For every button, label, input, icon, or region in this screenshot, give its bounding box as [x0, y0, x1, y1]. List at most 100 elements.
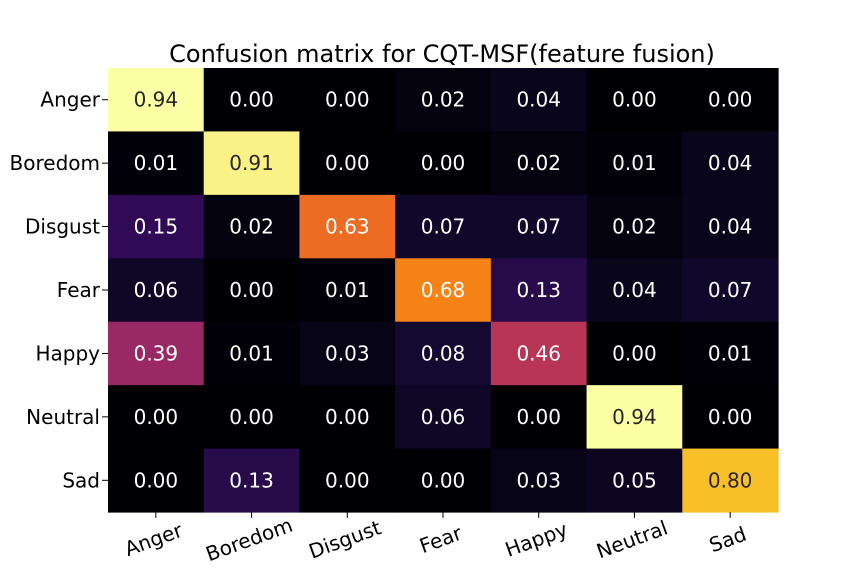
cell-value-label: 0.00 [229, 88, 274, 112]
heatmap-cell-boredom-disgust [299, 131, 396, 196]
heatmap-cell-neutral-neutral [586, 385, 683, 450]
cell-value-label: 0.15 [134, 215, 179, 239]
y-tick-label-fear: Fear [57, 278, 101, 302]
cell-value-label: 0.00 [708, 405, 753, 429]
cell-value-label: 0.94 [612, 405, 657, 429]
cell-value-label: 0.00 [229, 278, 274, 302]
cell-value-label: 0.00 [612, 88, 657, 112]
cell-value-label: 0.80 [708, 468, 753, 492]
heatmap-cell-fear-sad [682, 258, 779, 323]
cell-value-label: 0.00 [516, 405, 561, 429]
cell-value-label: 0.06 [421, 405, 466, 429]
heatmap-cell-boredom-sad [682, 131, 779, 196]
heatmap-cell-sad-boredom [203, 448, 301, 513]
heatmap-cell-disgust-sad [682, 194, 779, 259]
heatmap-cell-fear-anger [108, 258, 205, 323]
cell-value-label: 0.02 [612, 215, 657, 239]
chart-title: Confusion matrix for CQT-MSF(feature fus… [169, 40, 715, 68]
heatmap-cell-anger-fear [395, 68, 492, 133]
y-tick-label-disgust: Disgust [25, 215, 100, 239]
x-tick-label-boredom: Boredom [203, 513, 296, 566]
heatmap-cell-boredom-happy [490, 131, 588, 196]
heatmap-cell-happy-anger [108, 321, 205, 386]
cell-value-label: 0.91 [229, 151, 274, 175]
cell-value-label: 0.06 [134, 278, 179, 302]
heatmap-cell-disgust-disgust [299, 194, 396, 259]
heatmap-cell-boredom-fear [395, 131, 492, 196]
cell-value-label: 0.01 [134, 151, 179, 175]
heatmap-cell-happy-happy [490, 321, 588, 386]
heatmap-cell-happy-boredom [203, 321, 301, 386]
heatmap-cell-neutral-boredom [203, 385, 301, 450]
heatmap-cell-happy-disgust [299, 321, 396, 386]
cell-value-label: 0.13 [229, 468, 274, 492]
heatmap-cell-boredom-neutral [586, 131, 683, 196]
y-tick-label-boredom: Boredom [10, 151, 100, 175]
cell-value-label: 0.07 [516, 215, 561, 239]
heatmap-cell-anger-boredom [203, 68, 301, 133]
y-tick-label-neutral: Neutral [26, 405, 100, 429]
heatmap-cell-disgust-anger [108, 194, 205, 259]
y-tick-label-anger: Anger [40, 88, 100, 112]
y-tick-label-happy: Happy [35, 341, 100, 365]
x-axis: Anger Boredom Disgust Fear Happy Neutral Sad [121, 512, 750, 566]
cell-value-label: 0.02 [229, 215, 274, 239]
heatmap-cell-happy-sad [682, 321, 779, 386]
heatmap-grid: 0.94 0.00 0.00 0.02 0.04 0.00 0.00 0.01 0.91 0.00… [108, 68, 779, 513]
heatmap-cell-anger-sad [682, 68, 779, 133]
heatmap-cell-neutral-anger [108, 385, 205, 450]
heatmap-cell-anger-happy [490, 68, 588, 133]
cell-value-label: 0.94 [134, 88, 179, 112]
cell-value-label: 0.00 [421, 468, 466, 492]
cell-value-label: 0.00 [612, 341, 657, 365]
cell-value-label: 0.39 [134, 341, 179, 365]
cell-value-label: 0.02 [516, 151, 561, 175]
cell-value-label: 0.00 [229, 405, 274, 429]
cell-value-label: 0.05 [612, 468, 657, 492]
cell-value-label: 0.63 [325, 215, 370, 239]
cell-value-label: 0.00 [325, 88, 370, 112]
cell-value-label: 0.07 [708, 278, 753, 302]
cell-value-label: 0.04 [708, 151, 753, 175]
heatmap-cell-sad-sad [682, 448, 779, 513]
cell-value-label: 0.04 [612, 278, 657, 302]
cell-value-label: 0.00 [421, 151, 466, 175]
cell-value-label: 0.04 [708, 215, 753, 239]
cell-value-label: 0.08 [421, 341, 466, 365]
x-tick-label-fear: Fear [416, 520, 466, 558]
cell-value-label: 0.00 [708, 88, 753, 112]
cell-value-label: 0.00 [325, 468, 370, 492]
heatmap-cell-sad-neutral [586, 448, 683, 513]
x-tick-label-anger: Anger [121, 518, 186, 561]
heatmap-cell-sad-fear [395, 448, 492, 513]
y-axis: Anger Boredom Disgust Fear Happy Neutral Sad [10, 88, 108, 492]
cell-value-label: 0.03 [325, 341, 370, 365]
cell-value-label: 0.13 [516, 278, 561, 302]
cell-value-label: 0.02 [421, 88, 466, 112]
heatmap-cell-sad-disgust [299, 448, 396, 513]
heatmap-cell-neutral-happy [490, 385, 588, 450]
heatmap-cell-disgust-boredom [203, 194, 301, 259]
heatmap-cell-anger-anger [108, 68, 205, 133]
cell-value-label: 0.01 [708, 341, 753, 365]
cell-value-label: 0.00 [325, 151, 370, 175]
heatmap-cell-neutral-sad [682, 385, 779, 450]
cell-value-label: 0.00 [325, 405, 370, 429]
cell-value-label: 0.00 [134, 468, 179, 492]
heatmap-cell-happy-neutral [586, 321, 683, 386]
heatmap-cell-boredom-anger [108, 131, 205, 196]
heatmap-cell-fear-neutral [586, 258, 683, 323]
heatmap-cell-anger-disgust [299, 68, 396, 133]
heatmap-cell-neutral-disgust [299, 385, 396, 450]
cell-value-label: 0.01 [229, 341, 274, 365]
cell-value-label: 0.46 [516, 341, 561, 365]
heatmap-cell-disgust-happy [490, 194, 588, 259]
x-tick-label-happy: Happy [502, 517, 571, 562]
heatmap-cell-anger-neutral [586, 68, 683, 133]
heatmap-cell-disgust-neutral [586, 194, 683, 259]
x-tick-label-sad: Sad [706, 522, 750, 557]
heatmap-cell-fear-boredom [203, 258, 301, 323]
heatmap-cell-sad-anger [108, 448, 205, 513]
cell-value-label: 0.01 [325, 278, 370, 302]
